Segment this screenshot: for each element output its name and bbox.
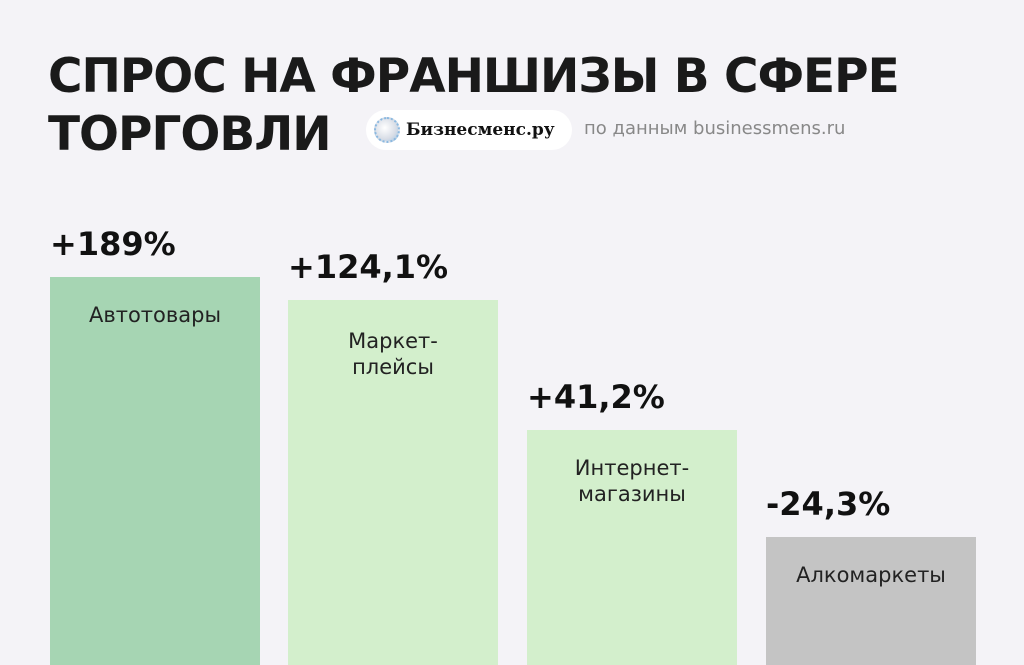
title-line-1: СПРОС НА ФРАНШИЗЫ В СФЕРЕ	[48, 49, 900, 104]
category-label: Автотовары	[88, 303, 222, 327]
value-label: -24,3%	[766, 485, 891, 523]
value-label: +41,2%	[527, 378, 665, 416]
title-line-2: ТОРГОВЛИ	[48, 107, 332, 162]
value-label: +189%	[50, 225, 176, 263]
bar: Интернет-магазины	[527, 430, 737, 665]
category-label: Маркет-плейсы	[348, 329, 438, 379]
value-label: +124,1%	[288, 248, 449, 286]
bar: Маркет-плейсы	[288, 300, 498, 665]
category-label: Алкомаркеты	[796, 563, 946, 587]
page-title: СПРОС НА ФРАНШИЗЫ В СФЕРЕ ТОРГОВЛИ	[48, 48, 900, 164]
globe-logo-icon	[374, 117, 400, 143]
brand-name: Бизнесменс.ру	[406, 120, 555, 140]
brand-badge: Бизнесменс.ру	[366, 110, 572, 150]
category-label: Интернет-магазины	[574, 456, 690, 506]
bar: Автотовары	[50, 277, 260, 665]
bar: Алкомаркеты	[766, 537, 976, 665]
source-note: по данным businessmens.ru	[584, 118, 846, 139]
